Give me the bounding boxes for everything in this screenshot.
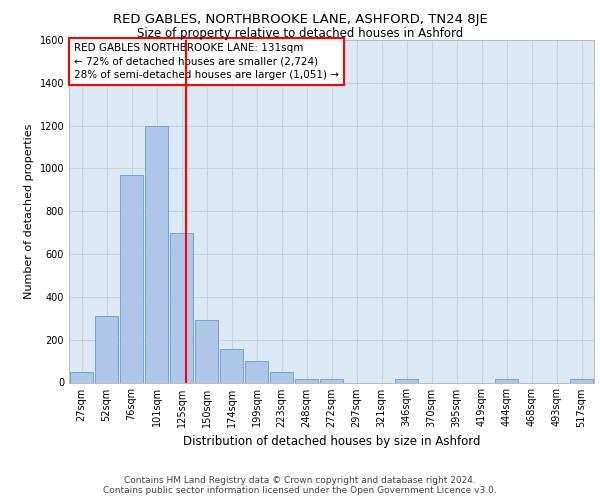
Bar <box>495 380 518 382</box>
Text: Contains HM Land Registry data © Crown copyright and database right 2024.
Contai: Contains HM Land Registry data © Crown c… <box>103 476 497 495</box>
Text: RED GABLES, NORTHBROOKE LANE, ASHFORD, TN24 8JE: RED GABLES, NORTHBROOKE LANE, ASHFORD, T… <box>113 12 487 26</box>
Bar <box>270 372 293 382</box>
Bar <box>320 380 343 382</box>
Bar <box>95 316 118 382</box>
X-axis label: Distribution of detached houses by size in Ashford: Distribution of detached houses by size … <box>183 435 480 448</box>
Y-axis label: Number of detached properties: Number of detached properties <box>24 124 34 299</box>
Bar <box>245 361 268 382</box>
Bar <box>170 232 193 382</box>
Text: Size of property relative to detached houses in Ashford: Size of property relative to detached ho… <box>137 28 463 40</box>
Bar <box>70 372 93 382</box>
Bar <box>295 380 318 382</box>
Bar <box>220 350 243 382</box>
Text: RED GABLES NORTHBROOKE LANE: 131sqm
← 72% of detached houses are smaller (2,724): RED GABLES NORTHBROOKE LANE: 131sqm ← 72… <box>74 44 339 80</box>
Bar <box>395 380 418 382</box>
Bar <box>145 126 168 382</box>
Bar <box>120 175 143 382</box>
Bar <box>195 320 218 382</box>
Bar <box>570 380 593 382</box>
